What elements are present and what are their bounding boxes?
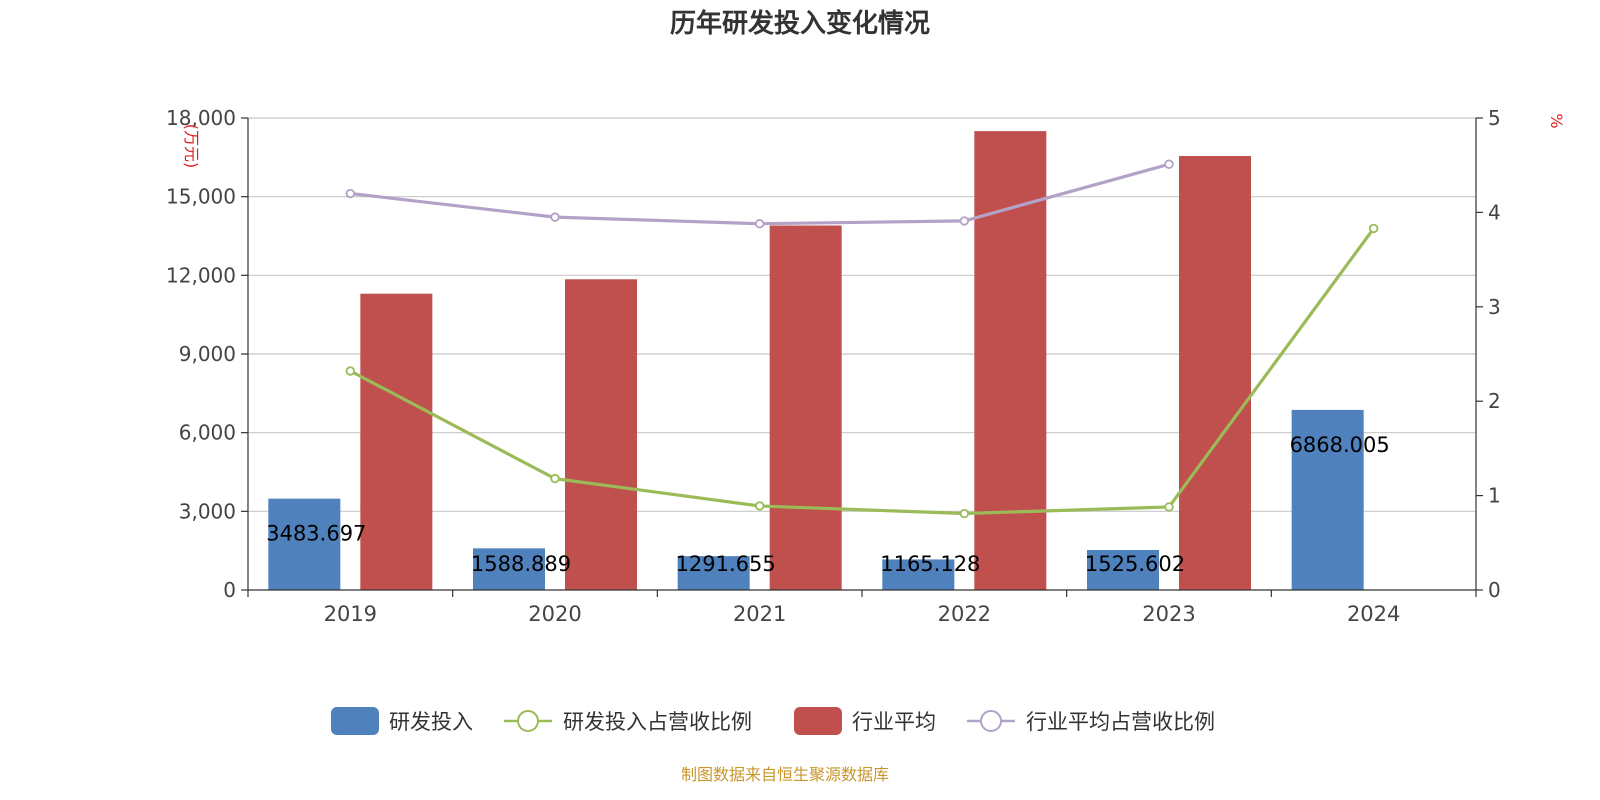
x-tick-label: 2019 bbox=[324, 602, 377, 626]
line-point bbox=[754, 501, 765, 511]
legend-marker bbox=[517, 710, 539, 732]
legend: 研发投入 研发投入占营收比例 行业平均 行业平均占营收比例 bbox=[331, 707, 1215, 735]
line-point bbox=[959, 216, 970, 226]
bar-data-label: 3483.697 bbox=[266, 522, 366, 546]
bar-rd-investment bbox=[1087, 549, 1159, 590]
legend-swatch bbox=[331, 707, 379, 735]
bar-rd-investment bbox=[473, 548, 545, 590]
bars-group bbox=[268, 131, 1364, 590]
y-right-tick-label: 2 bbox=[1488, 389, 1501, 413]
line-rd-ratio bbox=[349, 227, 1375, 516]
chart-title: 历年研发投入变化情况 bbox=[670, 8, 930, 39]
bar-data-label: 1525.602 bbox=[1085, 552, 1185, 576]
y-right-axis-label: % bbox=[1547, 113, 1566, 128]
bar-data-label: 1291.655 bbox=[676, 552, 776, 576]
y-left-tick-label: 15,000 bbox=[166, 185, 236, 209]
x-tick-label: 2022 bbox=[938, 602, 991, 626]
legend-label: 研发投入 bbox=[389, 710, 473, 734]
y-left-axis-label: (万元) bbox=[182, 124, 201, 169]
legend-swatch bbox=[794, 707, 842, 735]
x-tick-label: 2020 bbox=[528, 602, 581, 626]
y-right-tick-label: 0 bbox=[1488, 578, 1501, 602]
lines-group bbox=[345, 159, 1379, 519]
bar-data-label: 1588.889 bbox=[471, 552, 571, 576]
y-left-tick-label: 0 bbox=[223, 578, 236, 602]
x-tick-label: 2024 bbox=[1347, 602, 1400, 626]
bar-labels-group: 3483.697 1588.889 1291.655 1165.128 1525.602… bbox=[266, 433, 1390, 576]
y-left-tick-label: 12,000 bbox=[166, 263, 236, 287]
y-left-tick-label: 9,000 bbox=[179, 342, 236, 366]
bar-rd-investment bbox=[882, 559, 955, 590]
legend-marker bbox=[980, 710, 1002, 732]
line-point bbox=[754, 219, 765, 229]
y-right-tick-label: 4 bbox=[1488, 200, 1501, 224]
bar-rd-investment bbox=[677, 556, 750, 590]
line-point bbox=[345, 188, 356, 199]
line-point bbox=[550, 473, 560, 484]
bar-industry-average bbox=[769, 225, 842, 590]
line-point bbox=[550, 212, 560, 222]
y-right-tick-label: 5 bbox=[1488, 106, 1501, 130]
grid-lines bbox=[248, 117, 1476, 512]
y-left-tick-label: 18,000 bbox=[166, 106, 236, 130]
line-point bbox=[1164, 502, 1174, 512]
legend-label: 研发投入占营收比例 bbox=[563, 710, 752, 734]
line-point bbox=[345, 366, 356, 376]
y-right-tick-label: 3 bbox=[1488, 295, 1501, 319]
bar-data-label: 6868.005 bbox=[1290, 433, 1390, 457]
y-left-tick-label: 3,000 bbox=[179, 499, 236, 523]
line-point bbox=[1164, 159, 1174, 169]
y-right-tick-label: 1 bbox=[1488, 484, 1501, 508]
bar-industry-average bbox=[360, 293, 433, 590]
bar-industry-average bbox=[1179, 156, 1251, 590]
y-left-tick-label: 6,000 bbox=[179, 421, 236, 445]
bar-rd-investment bbox=[1291, 409, 1364, 590]
bar-rd-investment bbox=[268, 498, 341, 590]
legend-label: 行业平均占营收比例 bbox=[1026, 710, 1215, 734]
source-note: 制图数据来自恒生聚源数据库 bbox=[681, 765, 889, 784]
x-tick-label: 2021 bbox=[733, 602, 786, 626]
axes-group: 0 3,000 6,000 9,000 12,000 15,000 18,000 0 1 2 3 4 5… bbox=[166, 106, 1501, 626]
line-point bbox=[1368, 223, 1379, 234]
line-point bbox=[959, 508, 970, 519]
legend-label: 行业平均 bbox=[852, 710, 936, 734]
bar-industry-average bbox=[565, 279, 637, 590]
bar-data-label: 1165.128 bbox=[880, 552, 980, 576]
x-tick-label: 2023 bbox=[1142, 602, 1195, 626]
